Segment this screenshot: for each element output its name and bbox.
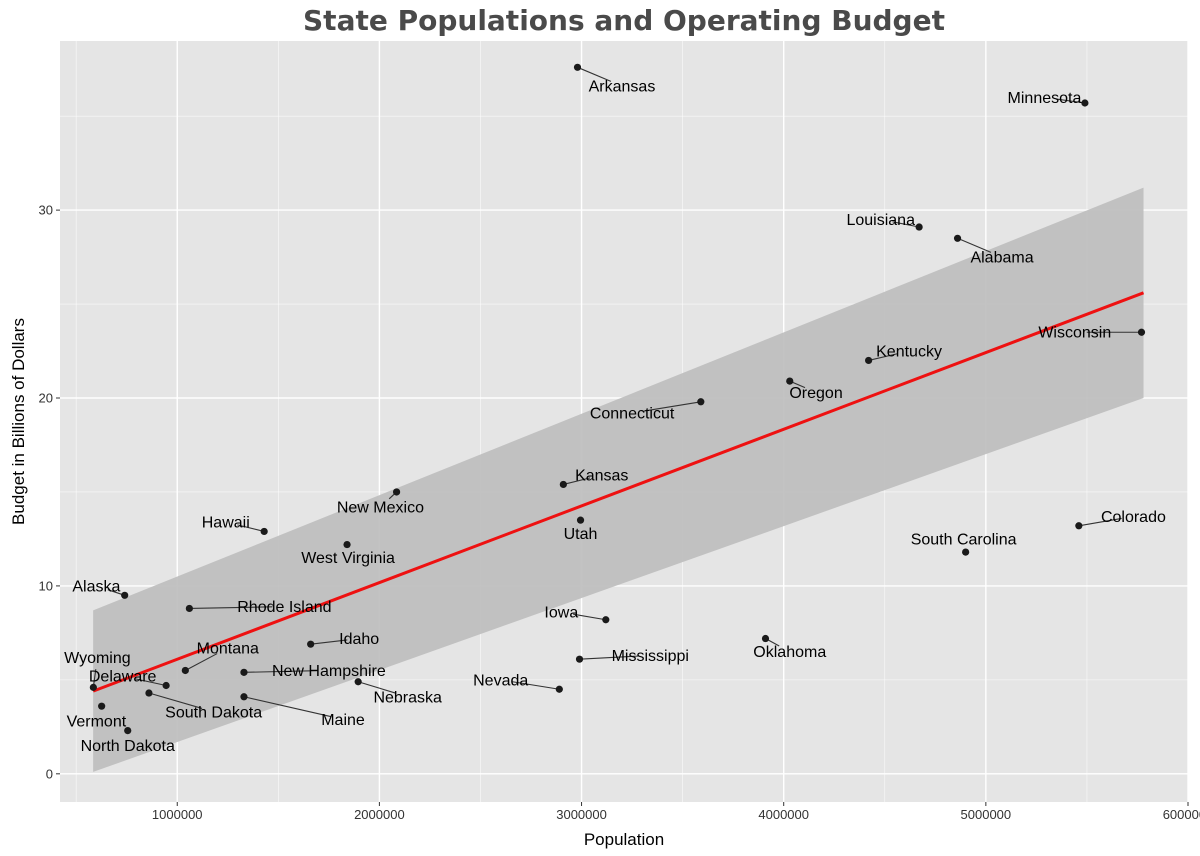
data-point — [354, 678, 362, 686]
data-point — [121, 591, 129, 599]
x-tick-label: 1000000 — [152, 807, 203, 822]
data-point — [240, 693, 248, 701]
label-leader-line — [243, 670, 317, 673]
point-label: West Virginia — [301, 550, 395, 567]
point-label: Delaware — [89, 669, 157, 686]
point-label: Nevada — [473, 672, 528, 689]
label-leader-line — [148, 692, 203, 709]
y-tick-label: 30 — [39, 203, 53, 218]
x-tick-label: 6000000 — [1163, 807, 1200, 822]
point-label: Louisiana — [846, 212, 915, 229]
x-tick-label: 5000000 — [961, 807, 1012, 822]
data-point — [124, 726, 132, 735]
label-leader-line — [1056, 98, 1085, 104]
data-point — [576, 516, 585, 524]
point-label: Kansas — [575, 468, 628, 485]
x-tick-label: 3000000 — [556, 807, 607, 822]
data-point — [786, 377, 794, 385]
y-axis-title: Budget in Billions of Dollars — [9, 318, 28, 525]
plot-panel: Arkansas Minnesota Louisiana Alabama Wiscons… — [60, 41, 1189, 802]
label-leader-line — [243, 696, 332, 718]
point-label: Oklahoma — [753, 644, 826, 661]
point-label: Oregon — [789, 385, 842, 402]
label-leader-line — [643, 401, 701, 412]
data-point — [145, 689, 153, 697]
point-label: Alaska — [72, 578, 120, 595]
label-leader-line — [310, 639, 348, 645]
label-leader-line — [868, 353, 898, 361]
x-axis-title: Population — [584, 830, 664, 849]
point-label: Rhode Island — [237, 599, 331, 616]
point-label: Nebraska — [373, 689, 442, 706]
data-point — [185, 604, 193, 613]
label-leader-line — [512, 681, 560, 690]
point-label: Kentucky — [876, 344, 942, 361]
data-point — [555, 685, 563, 693]
data-point — [98, 702, 106, 710]
label-leader-line — [892, 221, 920, 228]
point-label: North Dakota — [81, 738, 175, 755]
label-leader-line — [189, 606, 273, 610]
point-label: Hawaii — [202, 515, 250, 532]
label-leader-line — [358, 681, 397, 694]
point-label: Mississippi — [612, 648, 689, 665]
data-point — [392, 488, 401, 496]
point-label: New Mexico — [337, 499, 424, 516]
point-label: Minnesota — [1008, 90, 1082, 107]
data-point — [260, 527, 268, 536]
y-tick-label: 0 — [46, 766, 53, 781]
data-point — [181, 666, 189, 675]
x-tick-label: 2000000 — [354, 807, 405, 822]
data-point — [962, 548, 970, 556]
data-point — [953, 234, 962, 242]
data-point — [865, 356, 873, 365]
label-leader-line — [134, 678, 167, 687]
point-label: Wyoming — [64, 650, 131, 667]
point-label: Connecticut — [590, 406, 675, 423]
data-point — [575, 655, 584, 663]
data-point — [559, 480, 567, 489]
point-label: Arkansas — [589, 79, 656, 96]
data-point — [915, 223, 923, 231]
point-label: Vermont — [67, 714, 127, 731]
point-label: Utah — [564, 526, 598, 543]
data-point — [1075, 522, 1083, 530]
label-leader-line — [1078, 517, 1122, 527]
point-label: Iowa — [544, 605, 578, 622]
point-label: Montana — [197, 640, 259, 657]
confidence-band — [93, 187, 1144, 772]
data-point — [307, 640, 315, 648]
data-point — [697, 398, 705, 406]
data-point — [761, 634, 770, 643]
label-leader-line — [237, 524, 265, 532]
x-tick-label: 4000000 — [758, 807, 809, 822]
y-tick-label: 20 — [39, 391, 53, 406]
data-point — [240, 668, 248, 676]
regression-line — [92, 291, 1145, 693]
data-point — [1137, 328, 1146, 336]
point-label: Maine — [321, 712, 365, 729]
data-point — [573, 63, 582, 71]
label-leader-line — [563, 477, 591, 485]
point-label: New Hampshire — [272, 663, 386, 680]
data-point — [89, 683, 97, 691]
label-leader-line — [573, 613, 606, 621]
y-tick-label: 10 — [39, 578, 53, 593]
data-point — [1081, 99, 1089, 107]
point-label: South Dakota — [165, 704, 262, 721]
data-point — [162, 681, 170, 690]
point-label: Colorado — [1101, 509, 1166, 526]
point-label: Wisconsin — [1038, 325, 1111, 342]
label-leader-line — [185, 653, 218, 671]
point-label: South Carolina — [911, 531, 1017, 548]
data-point — [343, 540, 351, 549]
data-point — [602, 616, 610, 624]
point-label: Alabama — [970, 250, 1033, 267]
chart-title: State Populations and Operating Budget — [303, 4, 945, 37]
label-leader-line — [579, 655, 639, 660]
label-leader-line — [577, 66, 612, 82]
label-leader-line — [957, 237, 992, 253]
point-label: Idaho — [339, 631, 379, 648]
